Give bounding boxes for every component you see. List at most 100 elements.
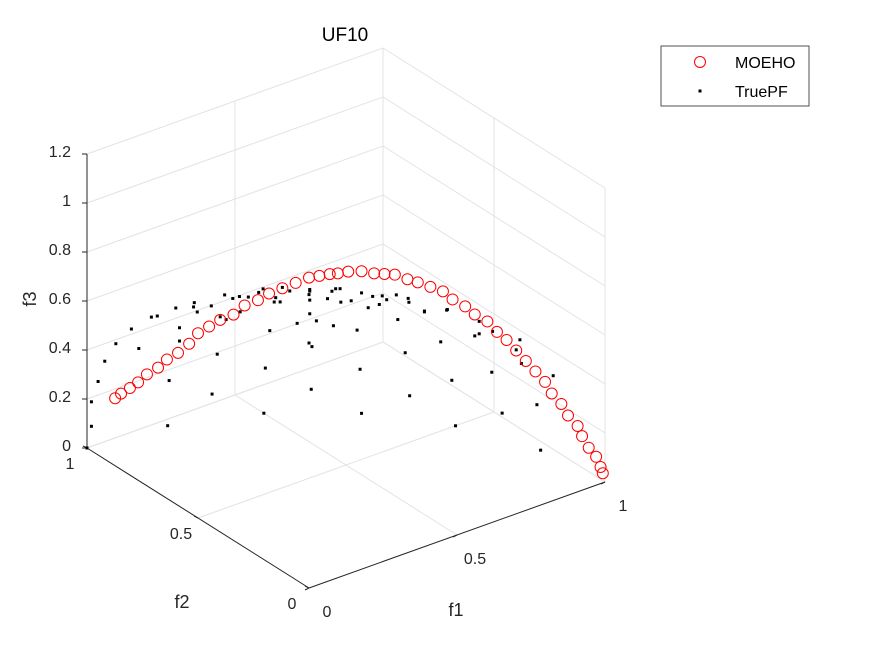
truepf-point	[307, 293, 311, 297]
truepf-point	[174, 306, 178, 310]
truepf-point	[237, 295, 241, 299]
truepf-point	[539, 448, 543, 452]
truepf-point	[129, 327, 133, 331]
truepf-point	[445, 308, 449, 312]
y-tick-label: 0	[288, 596, 297, 613]
truepf-point	[339, 300, 343, 304]
moeho-point	[160, 353, 173, 366]
truepf-point	[407, 300, 411, 304]
truepf-point	[334, 287, 338, 291]
truepf-point	[371, 294, 375, 298]
moeho-point	[152, 361, 165, 374]
truepf-point	[491, 329, 495, 333]
x-tick-label: 0	[323, 604, 332, 621]
truepf-point	[210, 392, 214, 396]
z-tick-label: 0.8	[49, 242, 71, 259]
truepf-point	[215, 352, 219, 356]
truepf-point	[85, 446, 89, 450]
moeho-point	[401, 273, 414, 286]
legend-marker-moeho	[694, 56, 706, 68]
moeho-point	[481, 315, 494, 328]
y-tick-mark	[193, 515, 199, 519]
truepf-point	[231, 296, 235, 300]
moeho-point	[140, 368, 153, 381]
z-tick-label: 0	[62, 438, 71, 455]
moeho-point	[263, 287, 276, 300]
moeho-point	[545, 387, 558, 400]
truepf-point	[454, 424, 458, 428]
truepf-point	[288, 289, 292, 293]
truepf-point	[385, 298, 389, 302]
y-tick-mark	[304, 585, 310, 589]
moeho-point	[582, 441, 595, 454]
truepf-point	[274, 296, 278, 300]
legend-label-truepf: TruePF	[735, 84, 788, 101]
truepf-point	[178, 339, 181, 343]
truepf-point	[257, 290, 261, 294]
axes-lines	[82, 153, 606, 591]
legend-box	[660, 45, 810, 107]
x-tick-label: 1	[619, 498, 628, 515]
truepf-point	[246, 295, 250, 299]
moeho-point	[251, 294, 264, 307]
moeho-point	[323, 268, 336, 281]
moeho-point	[378, 268, 391, 280]
moeho-point	[590, 450, 603, 463]
truepf-point	[500, 411, 504, 415]
truepf-point	[477, 332, 481, 336]
truepf-point	[149, 315, 153, 319]
x-axis-label: f1	[448, 600, 463, 620]
truepf-point	[155, 314, 159, 318]
truepf-point	[96, 380, 100, 383]
grid-line-floor-y	[197, 411, 495, 519]
truepf-point	[535, 403, 539, 407]
truepf-point	[396, 318, 400, 322]
moeho-point	[576, 430, 589, 443]
truepf-point	[103, 359, 107, 363]
truepf-point	[394, 293, 398, 297]
truepf-point	[338, 287, 342, 291]
moeho-point	[227, 308, 240, 321]
series-truepf	[85, 285, 555, 452]
moeho-point	[529, 365, 542, 378]
truepf-point	[261, 287, 265, 291]
truepf-point	[114, 342, 118, 346]
moeho-point	[289, 276, 302, 289]
truepf-point	[473, 334, 477, 338]
truepf-point	[490, 370, 494, 374]
truepf-point	[307, 341, 311, 345]
truepf-point	[295, 321, 299, 325]
truepf-point	[192, 305, 196, 309]
moeho-point	[500, 333, 513, 346]
truepf-point	[89, 400, 93, 404]
grid-lines	[86, 47, 606, 589]
moeho-point	[172, 346, 185, 359]
z-tick-label: 0.6	[49, 291, 71, 308]
moeho-point	[203, 320, 216, 333]
moeho-point	[183, 337, 196, 350]
truepf-point	[308, 298, 312, 302]
truepf-point	[330, 289, 334, 293]
truepf-point	[238, 310, 242, 314]
series-moeho	[109, 265, 609, 480]
y-axis-label: f2	[174, 592, 189, 612]
z-tick-label: 1.2	[49, 144, 71, 161]
grid-line-floor-y	[86, 341, 384, 449]
truepf-point	[278, 300, 282, 304]
moeho-point	[192, 327, 204, 340]
moeho-point	[276, 282, 289, 295]
truepf-point	[477, 319, 481, 323]
moeho-point	[342, 265, 355, 278]
moeho-point	[596, 467, 609, 480]
truepf-point	[178, 326, 181, 330]
moeho-point	[411, 276, 424, 289]
moeho-point	[368, 267, 381, 280]
truepf-point	[355, 328, 359, 332]
moeho-point	[519, 354, 532, 367]
truepf-point	[358, 367, 362, 371]
chart-title: UF10	[322, 25, 368, 46]
moeho-point	[490, 325, 503, 338]
truepf-point	[326, 297, 329, 301]
y-tick-label: 0.5	[170, 526, 192, 543]
